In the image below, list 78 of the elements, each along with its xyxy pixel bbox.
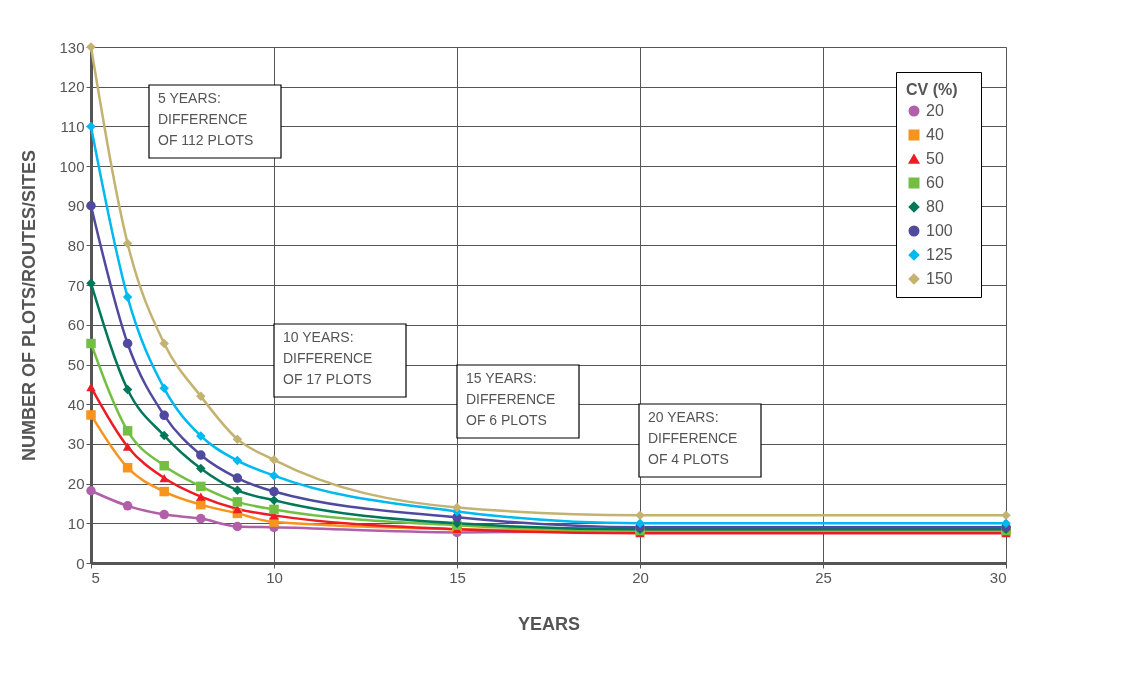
point	[159, 410, 169, 421]
point	[196, 450, 206, 460]
legend-label: 150	[926, 270, 953, 287]
point	[196, 492, 206, 501]
legend-label: 80	[926, 198, 944, 215]
y-tick-label: 80	[67, 236, 85, 254]
x-tick-label: 30	[989, 568, 1007, 586]
point	[269, 504, 279, 515]
point	[196, 391, 206, 402]
point	[122, 442, 133, 451]
x-axis-title: YEARS	[517, 613, 581, 634]
y-tick-label: 50	[67, 356, 85, 374]
point	[232, 485, 243, 496]
y-tick-label: 90	[67, 197, 85, 215]
y-tick-label: 60	[67, 316, 85, 334]
legend-label: 20	[926, 102, 944, 119]
point	[452, 502, 462, 513]
point	[232, 455, 243, 466]
x-tick-label: 15	[449, 568, 466, 586]
annotation: 20 YEARS: DIFFERENCE OF 4 PLOTS	[648, 409, 738, 467]
point	[122, 463, 133, 473]
y-tick-label: 110	[60, 117, 85, 135]
y-tick-label: 0	[76, 554, 85, 572]
annotation: 10 YEARS: DIFFERENCE OF 17 PLOTS	[283, 329, 373, 387]
point	[196, 463, 206, 474]
legend-label: 125	[926, 246, 953, 263]
point	[86, 121, 96, 132]
point	[159, 338, 169, 349]
annotation: 15 YEARS: DIFFERENCE OF 6 PLOTS	[466, 370, 556, 428]
y-tick-label: 20	[67, 475, 85, 493]
point	[86, 383, 96, 392]
y-tick-label: 120	[59, 78, 85, 96]
point	[232, 473, 243, 483]
point	[269, 470, 279, 481]
point	[122, 384, 133, 395]
point	[1001, 518, 1011, 529]
y-tick-label: 130	[59, 38, 85, 56]
point	[122, 338, 133, 349]
y-tick-label: 10	[67, 514, 85, 532]
point	[269, 495, 279, 506]
x-tick-label: 20	[632, 568, 649, 586]
legend-label: 100	[926, 222, 953, 239]
point	[122, 238, 133, 249]
x-tick-label: 5	[91, 568, 100, 586]
x-tick-label: 10	[266, 568, 283, 586]
x-tick-label: 25	[815, 568, 832, 586]
point	[269, 486, 279, 497]
y-tick-label: 30	[67, 435, 85, 453]
y-axis-title: NUMBER OF PLOTS/ROUTES/SITES	[19, 149, 40, 462]
point	[159, 383, 169, 394]
legend-label: 50	[926, 150, 944, 167]
point	[122, 501, 133, 511]
point	[159, 461, 169, 471]
legend-label: 60	[926, 174, 944, 191]
point	[86, 338, 96, 349]
legend-title: CV (%)	[906, 81, 958, 98]
point	[635, 510, 645, 521]
legend-label: 40	[926, 126, 944, 143]
y-tick-label: 100	[59, 157, 85, 175]
point	[232, 434, 243, 444]
point	[196, 481, 206, 492]
y-tick-label: 70	[67, 276, 85, 294]
point	[86, 410, 96, 420]
point	[122, 292, 133, 302]
point	[122, 426, 133, 436]
point	[159, 430, 169, 441]
point	[635, 518, 645, 529]
y-tick-label: 40	[67, 395, 85, 413]
point	[159, 486, 169, 497]
point	[196, 513, 206, 524]
annotation: 5 YEARS: DIFFERENCE OF 112 PLOTS	[158, 90, 254, 148]
point	[159, 509, 169, 520]
point	[1001, 510, 1011, 521]
point	[196, 499, 206, 510]
point	[232, 521, 243, 532]
point	[86, 201, 96, 211]
point	[232, 497, 243, 507]
point	[159, 473, 169, 483]
